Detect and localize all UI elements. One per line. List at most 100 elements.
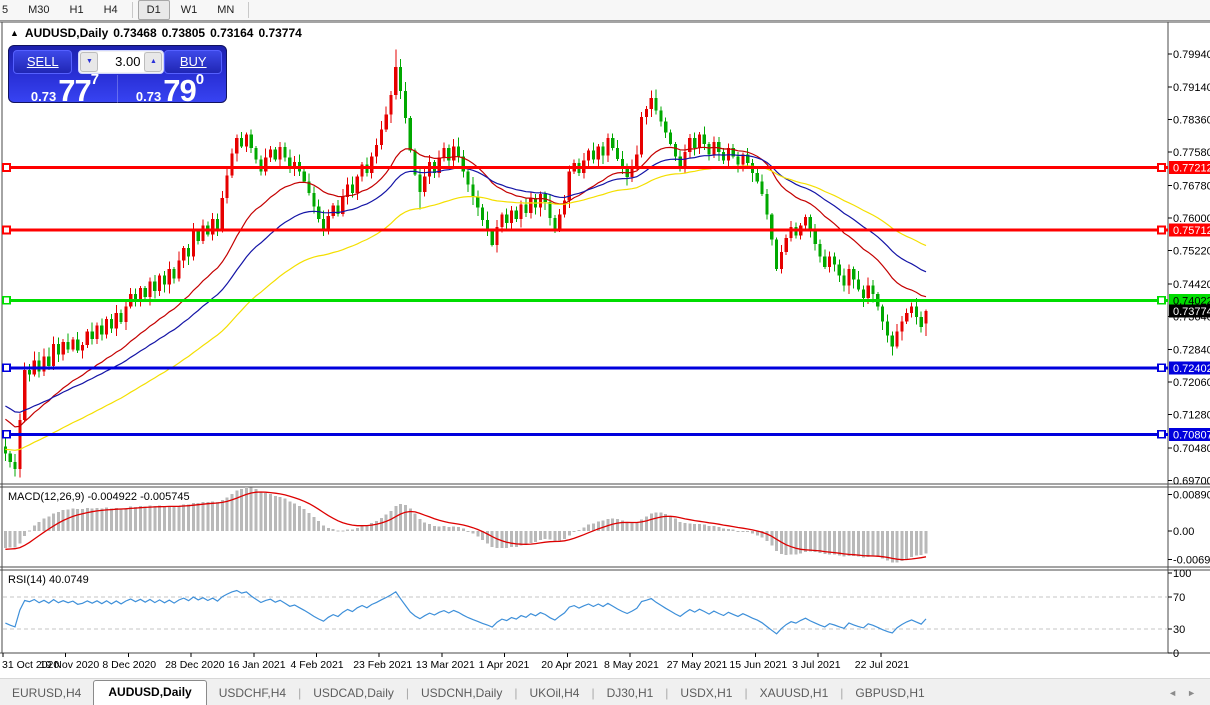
candle-body	[606, 138, 610, 156]
price-axis[interactable]: 0.79940 0.79140 0.78360 0.77580 0.76780 0.760…	[1168, 49, 1210, 660]
macd-bar	[741, 531, 745, 533]
candle-body	[452, 146, 456, 161]
macd-bar	[731, 529, 735, 532]
line-drag-handle[interactable]	[1157, 363, 1166, 373]
line-drag-handle[interactable]	[2, 296, 11, 305]
candle-body	[52, 343, 56, 366]
macd-bar	[90, 508, 94, 532]
macd-bar	[751, 531, 754, 534]
chevron-up-icon: ▲	[149, 58, 157, 65]
tab-ukoil-h4[interactable]: UKOil,H4	[529, 686, 580, 700]
tab-scroll-right-icon[interactable]: ►	[1187, 688, 1196, 698]
volume-increase-button[interactable]: ▲	[144, 51, 163, 72]
candle-body	[76, 339, 80, 351]
tab-usdcad-daily[interactable]: USDCAD,Daily	[313, 686, 394, 700]
buy-button[interactable]: BUY	[164, 49, 222, 74]
timeframe-button-h4[interactable]: H4	[95, 0, 127, 20]
line-drag-handle[interactable]	[1157, 296, 1166, 305]
macd-bar	[471, 531, 475, 534]
timeframe-button-m30[interactable]: M30	[19, 0, 58, 20]
macd-bar	[818, 531, 822, 553]
fast-ma-line	[5, 146, 927, 428]
macd-bar	[524, 531, 528, 545]
price-tick-label: 0.69700	[1173, 476, 1210, 488]
timeframe-button-5[interactable]: 5	[0, 0, 17, 20]
tab-gbpusd-h1[interactable]: GBPUSD,H1	[855, 686, 925, 700]
line-drag-handle[interactable]	[2, 430, 11, 439]
candle-body	[852, 268, 856, 280]
timeframe-button-h1[interactable]: H1	[61, 0, 93, 20]
candle-body	[779, 252, 784, 269]
macd-bar	[418, 519, 422, 532]
tab-usdx-h1[interactable]: USDX,H1	[680, 686, 733, 700]
macd-bar	[722, 528, 726, 532]
tab-usdcnh-daily[interactable]: USDCNH,Daily	[421, 686, 503, 700]
candles-layer[interactable]	[3, 49, 928, 478]
candle-body	[900, 321, 904, 332]
chart-collapse-icon[interactable]: ▲	[10, 28, 19, 38]
timeframe-button-d1[interactable]: D1	[137, 0, 170, 20]
price-tick-label: 0.79140	[1173, 82, 1210, 94]
timeframe-button-mn[interactable]: MN	[208, 0, 243, 20]
macd-bar	[500, 531, 504, 548]
macd-bar	[775, 531, 779, 552]
tab-xauusd-h1[interactable]: XAUUSD,H1	[759, 686, 829, 700]
macd-bar	[326, 527, 330, 532]
candle-body	[505, 214, 509, 223]
candle-body	[924, 310, 928, 324]
chart-canvas[interactable]: 0.79940 0.79140 0.78360 0.77580 0.76780 0.760…	[0, 21, 1210, 678]
date-tick-label: 31 Oct 2020	[2, 659, 59, 671]
macd-bar	[881, 531, 885, 559]
tab-dj30-h1[interactable]: DJ30,H1	[606, 686, 654, 700]
macd-bar	[823, 531, 827, 555]
macd-bar	[350, 529, 354, 532]
candle-body	[85, 331, 89, 346]
line-drag-handle[interactable]	[1157, 225, 1166, 235]
macd-pane[interactable]	[3, 487, 928, 563]
macd-bar	[273, 495, 277, 532]
candle-body	[731, 148, 735, 157]
candle-body	[312, 193, 316, 207]
line-drag-handle[interactable]	[2, 363, 11, 373]
macd-bar	[538, 531, 542, 541]
line-drag-handle[interactable]	[2, 163, 11, 172]
macd-bar	[399, 503, 403, 532]
line-drag-handle[interactable]	[1157, 163, 1166, 172]
sell-button[interactable]: SELL	[13, 49, 73, 74]
macd-bar	[799, 531, 803, 554]
chart-symbol-period: AUDUSD,Daily	[24, 26, 109, 40]
tab-usdchf-h4[interactable]: USDCHF,H4	[218, 686, 287, 700]
tab-eurusd-h4[interactable]: EURUSD,H4	[12, 686, 82, 700]
macd-bar	[297, 506, 301, 532]
candle-body	[480, 207, 485, 221]
candle-body	[919, 317, 923, 328]
line-drag-handle[interactable]	[1157, 430, 1166, 439]
candle-body	[230, 153, 234, 176]
macd-bar	[726, 528, 730, 532]
macd-bar	[182, 504, 186, 532]
macd-bar	[211, 501, 215, 532]
macd-bar	[481, 531, 485, 541]
rsi-tick-label: 70	[1173, 592, 1185, 604]
macd-bar	[162, 506, 166, 532]
rsi-tick-label: 0	[1173, 648, 1179, 660]
tab-scroll-left-icon[interactable]: ◄	[1168, 688, 1178, 698]
tab-audusd-daily[interactable]: AUDUSD,Daily	[93, 680, 207, 705]
line-drag-handle[interactable]	[2, 225, 11, 235]
macd-bar	[664, 513, 668, 532]
macd-bar	[119, 508, 123, 532]
volume-input[interactable]	[98, 51, 145, 72]
volume-decrease-button[interactable]: ▼	[80, 51, 99, 72]
candle-body	[167, 268, 171, 285]
macd-bar	[384, 514, 388, 532]
candle-body	[562, 200, 567, 215]
candle-body	[495, 227, 499, 246]
timeframe-button-w1[interactable]: W1	[172, 0, 207, 20]
macd-tick-label: -0.006977	[1173, 555, 1210, 567]
macd-bar	[452, 526, 456, 532]
rsi-pane[interactable]	[3, 589, 1168, 635]
macd-bar	[3, 531, 7, 549]
candle-body	[461, 156, 465, 172]
